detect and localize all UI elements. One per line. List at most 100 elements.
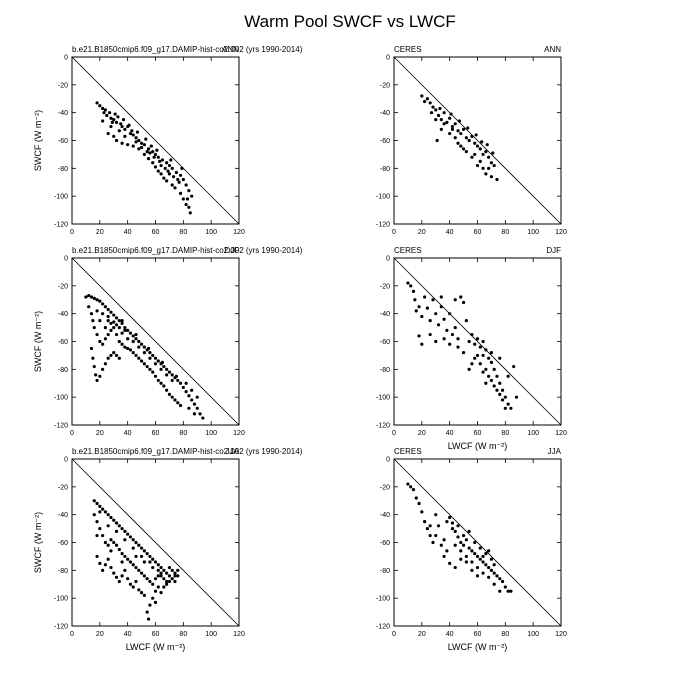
data-point [470, 134, 474, 138]
data-point [470, 332, 474, 337]
data-point [151, 353, 155, 358]
data-point [155, 148, 159, 152]
data-point [153, 577, 158, 581]
data-point [481, 353, 485, 358]
y-tick-label: -80 [58, 166, 68, 173]
data-point [142, 362, 146, 366]
data-point [167, 370, 172, 374]
data-point [151, 557, 155, 561]
data-point [101, 312, 105, 316]
x-tick-label: 20 [96, 229, 104, 236]
y-tick-label: -40 [380, 512, 390, 519]
x-tick-label: 20 [96, 631, 104, 638]
data-point [478, 159, 482, 163]
data-point [506, 374, 510, 378]
data-point [171, 175, 176, 179]
data-point [89, 346, 94, 351]
data-point [131, 144, 135, 148]
data-point [453, 136, 457, 140]
y-tick-label: -60 [380, 138, 390, 145]
data-point [114, 323, 119, 327]
x-tick-label: 100 [527, 631, 539, 638]
panel-source-label: CERES [394, 447, 422, 456]
data-point [467, 339, 471, 344]
data-point [495, 574, 499, 578]
data-point [450, 526, 455, 531]
data-point [117, 547, 121, 552]
x-tick-label: 100 [205, 229, 217, 236]
data-point [159, 367, 163, 371]
data-point [448, 116, 452, 120]
data-point [431, 105, 435, 109]
data-point [123, 328, 127, 332]
data-point [126, 532, 130, 536]
y-tick-label: 0 [64, 256, 68, 263]
x-tick-label: 20 [418, 631, 426, 638]
data-point [514, 395, 519, 399]
panel-source-label: b.e21.B1850cmip6.f09_g17.DAMIP-hist-co2.… [72, 447, 303, 456]
data-point [120, 560, 124, 564]
x-tick-label: 100 [205, 631, 217, 638]
panel-source-label: CERES [394, 246, 422, 255]
data-point [128, 348, 133, 352]
data-point [109, 538, 113, 542]
data-point [144, 137, 148, 141]
data-point [170, 183, 174, 187]
x-tick-label: 120 [555, 430, 567, 437]
data-point [170, 568, 174, 572]
data-point [120, 319, 124, 323]
x-tick-label: 80 [179, 229, 187, 236]
data-point [112, 540, 116, 545]
data-point [461, 351, 466, 355]
data-point [456, 345, 460, 349]
data-point [489, 161, 494, 165]
data-point [439, 127, 443, 131]
y-tick-label: -120 [54, 423, 68, 430]
data-point [461, 127, 466, 131]
data-point [461, 533, 466, 538]
x-tick-label: 60 [474, 430, 482, 437]
data-point [148, 351, 152, 355]
data-point [487, 166, 491, 170]
data-point [95, 554, 99, 559]
data-point [128, 131, 133, 136]
data-point [92, 325, 96, 330]
data-point [119, 122, 123, 126]
data-point [434, 533, 438, 538]
data-point [475, 163, 480, 168]
data-point [489, 557, 494, 561]
x-tick-label: 120 [555, 631, 567, 638]
data-point [109, 328, 113, 332]
data-point [87, 293, 91, 298]
data-point [98, 510, 102, 514]
y-tick-label: -100 [376, 194, 390, 201]
data-point [475, 554, 480, 559]
data-point [174, 170, 178, 175]
data-point [417, 501, 421, 506]
data-point [450, 332, 455, 337]
data-point [153, 362, 158, 366]
data-point [478, 557, 482, 561]
data-point [151, 150, 155, 154]
data-point [503, 406, 507, 410]
data-point [420, 342, 424, 346]
data-point [165, 373, 169, 377]
data-point [165, 161, 169, 165]
data-point [195, 406, 199, 410]
data-point [420, 510, 424, 514]
data-point [134, 332, 138, 337]
x-tick-label: 100 [527, 229, 539, 236]
data-point [495, 388, 499, 392]
data-point [109, 310, 113, 314]
data-point [473, 141, 477, 145]
data-point [137, 588, 141, 592]
y-tick-label: -60 [380, 540, 390, 547]
data-point [420, 314, 424, 319]
y-tick-label: -60 [380, 339, 390, 346]
data-point [425, 526, 429, 531]
data-point [135, 130, 140, 134]
data-point [103, 510, 107, 514]
data-point [92, 499, 96, 503]
data-point [165, 571, 169, 575]
data-point [117, 339, 121, 344]
